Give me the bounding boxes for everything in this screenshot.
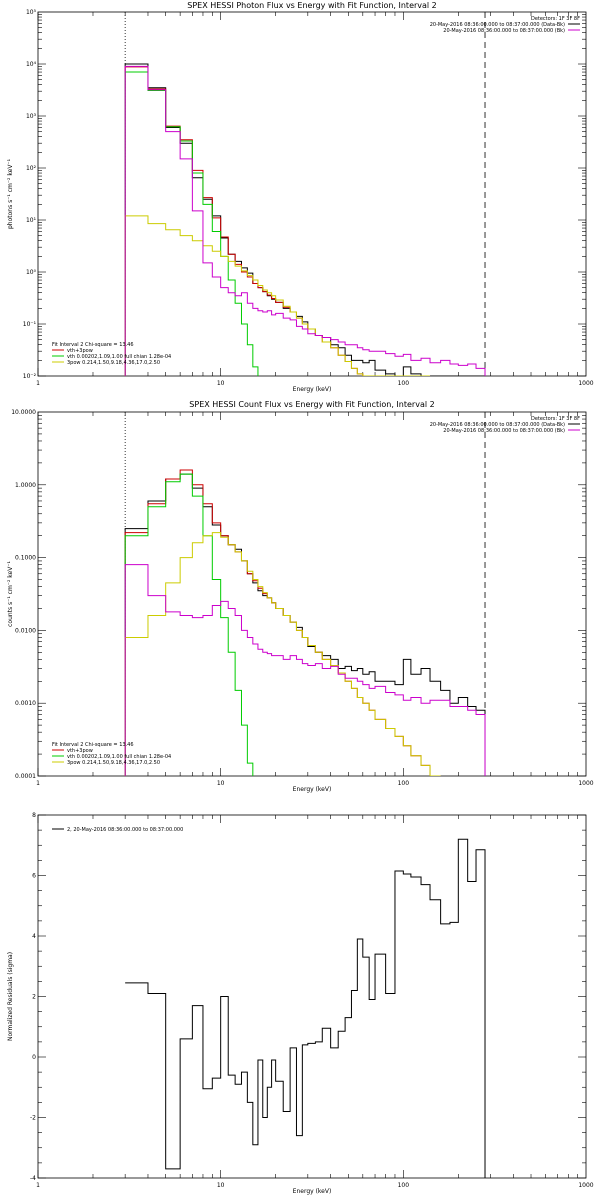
count-y-tick-label: 0.0010 xyxy=(15,700,36,707)
count-y-label: counts s⁻¹ cm⁻² keV⁻¹ xyxy=(7,561,14,627)
photon-legend-bottom-left: Fit Interval 2 Chi-square = 13.46vth+3po… xyxy=(52,342,171,366)
count-x-tick-label: 100 xyxy=(398,780,410,787)
count-series-data-bk xyxy=(124,473,486,776)
photon-series-vth-3pow xyxy=(124,66,431,376)
count-title: SPEX HESSI Count Flux vs Energy with Fit… xyxy=(189,400,434,409)
photon-x-tick-label: 1000 xyxy=(578,380,593,387)
photon-y-tick-label: 10¹ xyxy=(26,217,37,224)
photon-fit-header: Fit Interval 2 Chi-square = 13.46 xyxy=(52,342,134,348)
photon-y-axis: 10⁻² 10⁻¹ 10⁰ 10¹ 10² 10³ 10⁴ 10⁵ xyxy=(23,9,586,380)
count-legend-bottom-left: Fit Interval 2 Chi-square = 13.46vth+3po… xyxy=(52,742,171,766)
residuals-legend-top-left: 2, 20-May-2016 08:36:00.000 to 08:37:00.… xyxy=(52,827,183,833)
count-legend-header: Detectors: 1F 3F 8F xyxy=(531,416,580,422)
photon-x-tick-label: 10 xyxy=(217,380,225,387)
count-series-vth xyxy=(124,473,254,776)
count-fit-entry: 3pow 0.214,1.50,9.18,4.36,17.0,2.50 xyxy=(67,760,160,766)
photon-series-3pow xyxy=(124,215,431,376)
photon-y-tick-label: 10⁻¹ xyxy=(23,321,37,328)
count-panel: SPEX HESSI Count Flux vs Energy with Fit… xyxy=(7,400,594,793)
photon-y-tick-label: 10⁵ xyxy=(26,9,37,16)
count-y-tick-label: 10.0000 xyxy=(11,409,36,416)
residuals-x-tick-label: 10 xyxy=(217,1182,225,1189)
residuals-x-label: Energy (keV) xyxy=(293,1188,332,1195)
residuals-y-axis: -4 -2 0 2 4 6 8 xyxy=(30,812,586,1182)
count-x-tick-label: 1 xyxy=(36,780,40,787)
photon-y-tick-label: 10⁰ xyxy=(26,269,37,276)
count-series-vth-3pow xyxy=(124,469,441,776)
photon-fit-entry: 3pow 0.214,1.50,9.18,4.36,17.0,2.50 xyxy=(67,360,160,366)
photon-title: SPEX HESSI Photon Flux vs Energy with Fi… xyxy=(187,1,437,10)
count-y-tick-label: 1.0000 xyxy=(15,482,36,489)
count-y-tick-label: 0.1000 xyxy=(15,555,36,562)
residuals-y-tick-label: 6 xyxy=(32,873,36,880)
residuals-legend-entry: 2, 20-May-2016 08:36:00.000 to 08:37:00.… xyxy=(67,827,183,833)
photon-fit-entry: vth 0.00202,1.09,1.00 full chian 1.28e-0… xyxy=(67,354,171,360)
count-series-3pow xyxy=(124,532,441,776)
residuals-x-tick-label: 1 xyxy=(36,1182,40,1189)
count-legend-entry: 20-May-2016 08:36:00.000 to 08:37:00.000… xyxy=(443,428,565,434)
photon-legend-entry: 20-May-2016 08:36:00.000 to 08:37:00.000… xyxy=(430,22,565,28)
photon-x-label: Energy (keV) xyxy=(293,386,332,393)
photon-y-label: photons s⁻¹ cm⁻² keV⁻¹ xyxy=(7,158,14,229)
photon-series-bk xyxy=(124,65,486,376)
photon-panel: SPEX HESSI Photon Flux vs Energy with Fi… xyxy=(7,1,594,393)
residuals-plot-frame xyxy=(37,814,587,1179)
photon-y-tick-label: 10⁻² xyxy=(23,373,37,380)
photon-series-vth xyxy=(124,71,259,376)
count-x-tick-label: 1000 xyxy=(578,780,593,787)
photon-x-tick-label: 100 xyxy=(398,380,410,387)
photon-legend-header: Detectors: 1F 3F 8F xyxy=(531,16,580,22)
residuals-panel: 1 10 100 1000 Energy (keV) -4 -2 0 2 4 6 8 Normalize… xyxy=(7,812,594,1195)
count-fit-entry: vth+3pow xyxy=(67,748,93,754)
count-series-bk xyxy=(124,564,486,776)
residuals-series-2 xyxy=(125,838,486,1178)
photon-legend-entry: 20-May-2016 08:36:00.000 to 08:37:00.000… xyxy=(443,28,565,34)
photon-y-tick-label: 10³ xyxy=(26,113,37,120)
residuals-y-tick-label: 2 xyxy=(32,994,36,1001)
photon-x-tick-label: 1 xyxy=(36,380,40,387)
residuals-y-label: Normalized Residuals (sigma) xyxy=(7,952,14,1041)
photon-plot-frame xyxy=(37,11,587,377)
residuals-x-axis: 1 10 100 1000 xyxy=(36,815,594,1189)
count-x-label: Energy (keV) xyxy=(293,786,332,793)
count-y-axis: 0.0001 0.0010 0.0100 0.1000 1.0000 10.0000 xyxy=(11,409,586,780)
count-y-tick-label: 0.0001 xyxy=(15,773,36,780)
residuals-y-tick-label: -2 xyxy=(30,1115,36,1122)
count-legend-entry: 20-May-2016 08:36:00.000 to 08:37:00.000… xyxy=(430,422,565,428)
count-x-tick-label: 10 xyxy=(217,780,225,787)
count-y-tick-label: 0.0100 xyxy=(15,627,36,634)
photon-y-tick-label: 10² xyxy=(26,165,37,172)
count-fit-entry: vth 0.00202,1.09,1.00 full chian 1.28e-0… xyxy=(67,754,171,760)
residuals-y-tick-label: 8 xyxy=(32,812,36,819)
count-fit-header: Fit Interval 2 Chi-square = 13.46 xyxy=(52,742,134,748)
residuals-x-tick-label: 1000 xyxy=(578,1182,593,1189)
count-x-axis: 1 10 100 1000 xyxy=(36,412,594,787)
count-plot-frame xyxy=(37,411,587,777)
photon-y-tick-label: 10⁴ xyxy=(26,61,37,68)
residuals-y-tick-label: -4 xyxy=(30,1175,36,1182)
residuals-x-tick-label: 100 xyxy=(398,1182,410,1189)
photon-fit-entry: vth+3pow xyxy=(67,348,93,354)
residuals-y-tick-label: 4 xyxy=(32,933,36,940)
residuals-y-tick-label: 0 xyxy=(32,1054,36,1061)
